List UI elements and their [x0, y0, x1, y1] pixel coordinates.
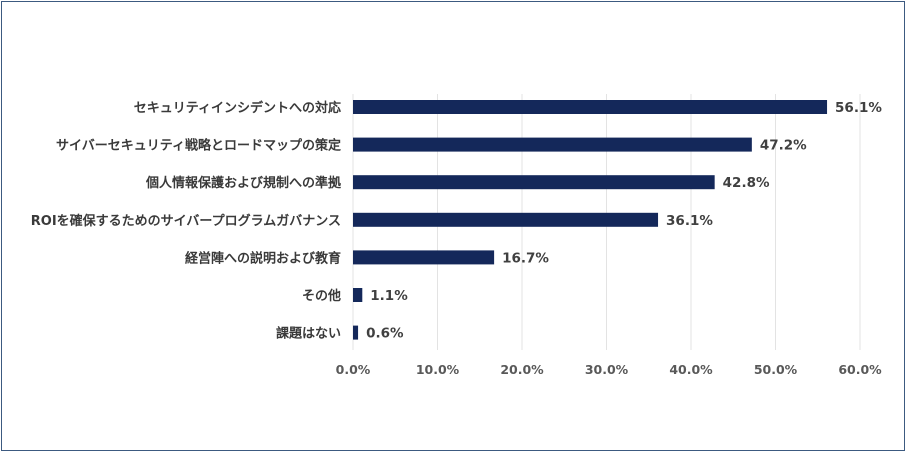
data-label: 1.1% [370, 288, 408, 304]
bar [353, 100, 828, 114]
x-tick-label: 20.0% [500, 362, 544, 377]
category-label: セキュリティインシデントへの対応 [134, 100, 341, 116]
data-label: 0.6% [366, 326, 404, 342]
data-label: 42.8% [723, 175, 770, 191]
bars [353, 100, 828, 340]
bar [353, 137, 752, 152]
x-tick-label: 60.0% [838, 362, 882, 377]
bar [353, 288, 363, 302]
bar [353, 325, 359, 340]
category-label: その他 [302, 288, 341, 304]
category-label: 個人情報保護および規制への準拠 [145, 175, 342, 191]
data-label: 16.7% [502, 250, 549, 266]
category-label: サイバーセキュリティ戦略とロードマップの策定 [56, 138, 341, 154]
category-label: 経営陣への説明および教育 [185, 250, 341, 266]
x-axis-tick-labels: 0.0% 10.0% 20.0% 30.0% 40.0% 50.0% 60.0% [336, 362, 882, 377]
category-label: 課題はない [276, 326, 341, 342]
grid-lines [352, 94, 861, 350]
value-labels: 56.1% 47.2% 42.8% 36.1% 16.7% 1.1% 0.6% [366, 100, 882, 342]
x-tick-label: 30.0% [585, 362, 629, 377]
category-labels: セキュリティインシデントへの対応サイバーセキュリティ戦略とロードマップの策定個人… [31, 100, 342, 342]
bar [353, 175, 715, 190]
data-label: 36.1% [666, 213, 713, 229]
category-label: ROIを確保するためのサイバープログラムガバナンス [31, 213, 341, 229]
x-tick-label: 40.0% [669, 362, 713, 377]
x-tick-label: 0.0% [336, 362, 371, 377]
data-label: 56.1% [835, 100, 882, 116]
bar [353, 212, 659, 227]
bar [353, 250, 495, 265]
x-tick-label: 10.0% [416, 362, 460, 377]
data-label: 47.2% [760, 138, 807, 154]
x-tick-label: 50.0% [754, 362, 798, 377]
